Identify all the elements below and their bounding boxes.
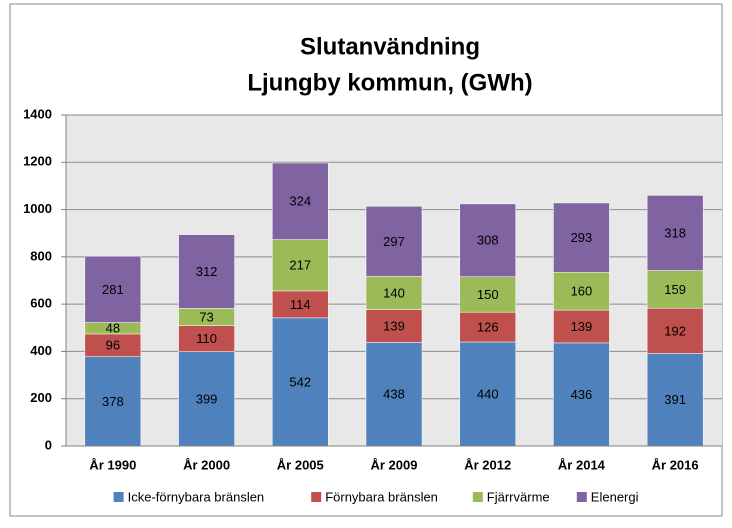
chart-title: Slutanvändning bbox=[300, 33, 480, 60]
data-label: 297 bbox=[383, 234, 405, 249]
legend-swatch bbox=[311, 492, 322, 502]
y-tick-label: 200 bbox=[30, 390, 52, 405]
y-tick-label: 400 bbox=[30, 343, 52, 358]
x-tick-label: År 1990 bbox=[89, 457, 136, 472]
data-label: 436 bbox=[571, 387, 593, 402]
bar-segment bbox=[459, 311, 516, 343]
chart-title: Ljungby kommun, (GWh) bbox=[247, 69, 532, 96]
data-label: 150 bbox=[477, 287, 499, 302]
data-label: 542 bbox=[289, 374, 311, 389]
bar-segment bbox=[646, 195, 704, 271]
data-label: 281 bbox=[102, 282, 124, 297]
bar-segment bbox=[84, 255, 142, 323]
data-label: 48 bbox=[106, 321, 120, 336]
bar-segment bbox=[459, 276, 516, 313]
data-label: 293 bbox=[571, 230, 593, 245]
bar-segment bbox=[84, 356, 142, 447]
legend-label: Icke-förnybara bränslen bbox=[128, 489, 265, 504]
data-label: 110 bbox=[196, 331, 217, 346]
bar-segment bbox=[646, 353, 704, 447]
x-tick-label: År 2016 bbox=[652, 457, 699, 472]
data-label: 96 bbox=[106, 338, 120, 353]
y-tick-label: 1400 bbox=[23, 106, 52, 121]
data-label: 440 bbox=[477, 386, 499, 401]
data-label: 126 bbox=[477, 320, 499, 335]
legend-label: Elenergi bbox=[591, 489, 639, 504]
legend-label: Fjärrvärme bbox=[487, 489, 550, 504]
y-tick-label: 1000 bbox=[23, 201, 52, 216]
bar-segment bbox=[553, 309, 610, 344]
bar-segment bbox=[272, 239, 329, 292]
bar-segment bbox=[365, 206, 423, 277]
data-label: 114 bbox=[290, 297, 311, 312]
data-label: 192 bbox=[664, 323, 686, 338]
data-label: 217 bbox=[289, 258, 311, 273]
bar-segment bbox=[553, 202, 610, 273]
bar-segment bbox=[646, 270, 704, 309]
bar-segment bbox=[272, 317, 329, 447]
data-label: 391 bbox=[664, 392, 686, 407]
y-tick-label: 1200 bbox=[23, 154, 52, 169]
bar-segment bbox=[272, 290, 329, 319]
legend-swatch bbox=[576, 492, 587, 502]
data-label: 160 bbox=[571, 284, 593, 299]
x-tick-label: År 2012 bbox=[464, 457, 511, 472]
bar-segment bbox=[365, 309, 423, 343]
bar-segment bbox=[178, 351, 235, 447]
x-tick-label: År 2005 bbox=[277, 457, 324, 472]
legend-swatch bbox=[472, 492, 483, 502]
bar-segment bbox=[365, 342, 423, 447]
legend-label: Förnybara bränslen bbox=[325, 489, 438, 504]
y-tick-label: 600 bbox=[30, 296, 52, 311]
data-label: 73 bbox=[199, 309, 213, 324]
bar-segment bbox=[646, 307, 704, 354]
bar-segment bbox=[459, 203, 516, 277]
data-label: 139 bbox=[383, 318, 405, 333]
bar-segment bbox=[178, 234, 235, 309]
data-label: 139 bbox=[571, 319, 593, 334]
data-label: 378 bbox=[102, 394, 124, 409]
data-label: 399 bbox=[196, 391, 218, 406]
data-label: 438 bbox=[383, 387, 405, 402]
data-label: 308 bbox=[477, 233, 499, 248]
data-label: 312 bbox=[196, 264, 218, 279]
bar-segment bbox=[459, 341, 516, 447]
legend-swatch bbox=[113, 492, 124, 502]
data-label: 159 bbox=[664, 282, 686, 297]
bar-segment bbox=[553, 271, 610, 311]
bar-segment bbox=[272, 162, 329, 240]
data-label: 140 bbox=[383, 285, 405, 300]
bar-segment bbox=[553, 342, 610, 447]
x-tick-label: År 2014 bbox=[558, 457, 606, 472]
data-label: 318 bbox=[664, 225, 686, 240]
y-tick-label: 0 bbox=[45, 437, 52, 452]
data-label: 324 bbox=[289, 194, 311, 209]
y-tick-label: 800 bbox=[30, 248, 52, 263]
x-tick-label: År 2000 bbox=[183, 457, 230, 472]
x-tick-label: År 2009 bbox=[371, 457, 418, 472]
